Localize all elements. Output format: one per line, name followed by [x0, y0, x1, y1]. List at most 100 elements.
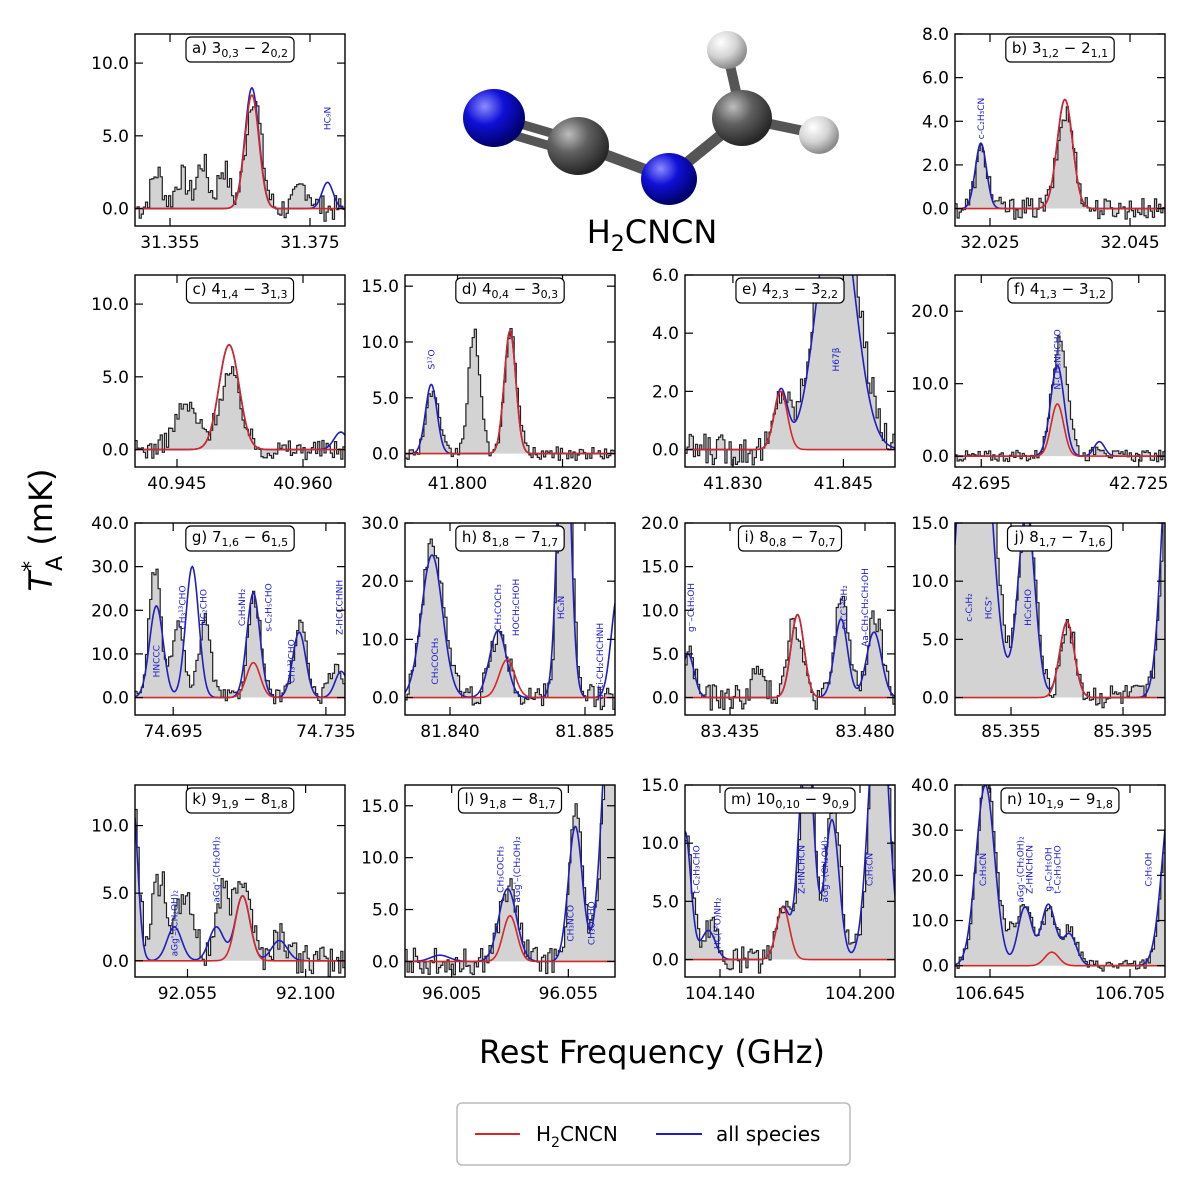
panel-e-transition-label: e) 42,3 − 32,2: [735, 277, 845, 304]
panel-m-all-species-model: [685, 785, 895, 961]
panel-g-xtick-label: 74.695: [143, 722, 202, 742]
panel-k-ytick-label: 0.0: [102, 952, 129, 972]
panel-i: g⁻–C₂H₅OH c-CC¹³CH₂ Aa-CH₃CH₂CH₂OH 0.0 5.0 10…: [641, 514, 896, 742]
panel-b-plot-area: c-C₂H₃CN: [955, 98, 1165, 220]
panel-a-ytick-label: 0.0: [102, 200, 129, 220]
panel-m-observed-spectrum: [685, 785, 895, 974]
panel-d: S¹⁷O 0.0 5.0 10.0 15.0 41.800 41.820 d) 40,4 − …: [361, 274, 616, 494]
panel-m-annotation-2: Z-HNCHCN: [798, 845, 808, 894]
panel-g: HNCCC CH₃¹³CHO HC₂CHO C₂H₃NH₂ s-C₂H₅CHO CH₃¹³…: [91, 514, 356, 742]
panel-m-plot-area: t–C₂H₃CHO HC(¹⁸O)NH₂ Z-HNCHCN aGg'–(CH₂OH)₂…: [685, 785, 895, 974]
panel-d-xtick-label: 41.820: [533, 474, 592, 494]
legend-box: [456, 1102, 851, 1166]
panel-h: CH₃COCH₃ CH₃COCH₃ HOCH₂CHOH HC₃N anti-CH₂CHC…: [361, 514, 616, 742]
panel-k-xtick-label: 92.100: [276, 984, 335, 1004]
panel-b-ytick-label: 8.0: [922, 25, 949, 45]
panel-a-plot-area: HC₉N: [135, 86, 345, 222]
panel-m-observed-fill: [685, 785, 895, 973]
panel-i-annotation-2: Aa-CH₃CH₂CH₂OH: [861, 568, 871, 647]
panel-d-transition-label: d) 40,4 − 30,3: [455, 277, 565, 304]
panel-n-xtick-label: 106.645: [955, 984, 1025, 1004]
panel-h-plot-area: CH₃COCH₃ CH₃COCH₃ HOCH₂CHOH HC₃N anti-CH₂CHC…: [405, 523, 615, 711]
panel-f-xtick-label: 42.695: [952, 474, 1011, 494]
panel-f-h2cncn-model: [955, 403, 1165, 457]
panel-j-annotation-2: HC₂CHO: [1024, 589, 1034, 626]
svg-text:b) 31,2 − 21,1: b) 31,2 − 21,1: [1012, 39, 1108, 60]
svg-text:j) 81,7 − 71,6: j) 81,7 − 71,6: [1014, 528, 1106, 549]
panel-c-h2cncn-model: [135, 344, 345, 451]
svg-text:n) 101,9 − 91,8: n) 101,9 − 91,8: [1007, 790, 1113, 811]
panel-g-frame: [134, 522, 346, 716]
panel-e-ytick-label: 4.0: [652, 324, 679, 344]
panel-i-transition-label: i) 80,8 − 70,7: [737, 525, 843, 552]
panel-c-xtick-label: 40.960: [273, 474, 332, 494]
panel-b: c-C₂H₃CN 0.0 2.0 4.0 6.0 8.0 32.025 32.045 b) 31…: [922, 25, 1166, 253]
svg-text:c) 41,4 − 31,3: c) 41,4 − 31,3: [192, 280, 287, 301]
panel-d-annotation-0: S¹⁷O: [427, 349, 437, 369]
svg-text:h) 81,8 − 71,7: h) 81,8 − 71,7: [462, 528, 558, 549]
panel-g-ytick-label: 20.0: [91, 601, 129, 621]
panel-m-ytick-label: 15.0: [641, 776, 679, 796]
panel-g-plot-area: HNCCC CH₃¹³CHO HC₂CHO C₂H₃NH₂ s-C₂H₅CHO CH₃¹³…: [135, 565, 345, 705]
panel-b-ytick-label: 0.0: [922, 200, 949, 220]
panel-g-annotation-3: C₂H₃NH₂: [238, 588, 248, 626]
panel-c-ytick-label: 10.0: [91, 295, 129, 315]
panel-n: C₂H₃CN aGg'–(CH₂OH)₂ Z-HNCHCN g–C₂H₅OH t–C₂H…: [911, 776, 1166, 1004]
panel-f-plot-area: N-CH₃NHCHO: [955, 329, 1165, 463]
panel-e-xtick-label: 41.845: [814, 474, 873, 494]
panel-k: aGg'–(CH₂OH)₂ aGg'–(CH₂OH)₂ 0.0 5.0 10.0 92.0…: [91, 784, 346, 1004]
panel-a-h2cncn-model: [135, 94, 345, 210]
panel-d-frame: [404, 274, 616, 468]
panel-g-ytick-label: 40.0: [91, 514, 129, 534]
panel-d-ytick-label: 10.0: [361, 333, 399, 353]
atom-nitrogen-central: [641, 153, 697, 205]
panel-m-transition-label: m) 100,10 − 90,9: [724, 787, 856, 814]
svg-text:a) 30,3 − 20,2: a) 30,3 − 20,2: [192, 39, 288, 60]
panel-e-ytick-label: 2.0: [652, 382, 679, 402]
panel-n-annotation-2: Z-HNCHCN: [1026, 845, 1036, 894]
molecule-label: H2CNCN: [587, 213, 718, 257]
panel-n-ytick-label: 0.0: [922, 957, 949, 977]
panel-d-xtick-label: 41.800: [428, 474, 487, 494]
panel-b-h2cncn-model: [955, 98, 1165, 210]
panel-k-transition-label: k) 91,9 − 81,8: [185, 787, 295, 814]
panel-m-ytick-label: 0.0: [652, 951, 679, 971]
panel-h-observed-spectrum: [405, 523, 615, 711]
panel-i-ytick-label: 15.0: [641, 558, 679, 578]
panel-e-h2cncn-model: [685, 390, 895, 451]
atom-hydrogen-1: [707, 31, 747, 69]
panel-i-xtick-label: 83.480: [835, 722, 894, 742]
panel-c-transition-label: c) 41,4 − 31,3: [185, 277, 295, 304]
panel-h-ytick-label: 30.0: [361, 514, 399, 534]
legend-label-all-species: all species: [716, 1122, 820, 1146]
panel-h-h2cncn-model: [405, 658, 615, 699]
panel-c-xtick-label: 40.945: [147, 474, 206, 494]
panel-i-h2cncn-model: [685, 613, 895, 699]
panel-m-frame: [684, 784, 896, 978]
panel-h-annotation-4: anti-CH₂CHCHNH: [596, 623, 606, 700]
panel-n-xtick-label: 106.705: [1095, 984, 1165, 1004]
panel-g-all-species-model: [135, 565, 345, 699]
panel-k-observed-fill: [135, 809, 345, 977]
panel-g-h2cncn-model: [135, 661, 345, 699]
panel-d-h2cncn-model: [405, 329, 615, 455]
panel-g-annotation-1: CH₃¹³CHO: [179, 585, 189, 629]
panel-a-xtick-label: 31.375: [280, 233, 339, 253]
panel-l-ytick-label: 5.0: [372, 901, 399, 921]
panel-l-ytick-label: 10.0: [361, 849, 399, 869]
panel-b-frame: [954, 33, 1166, 227]
panel-l-annotation-2: CH₃NCO: [567, 905, 577, 942]
panel-b-observed-spectrum: [955, 106, 1165, 220]
panel-i-ytick-label: 10.0: [641, 601, 679, 621]
panel-c-ytick-label: 0.0: [102, 441, 129, 461]
panel-l-frame: [404, 784, 616, 978]
panel-d-plot-area: S¹⁷O: [405, 328, 615, 461]
panel-k-annotation-0: aGg'–(CH₂OH)₂: [170, 890, 180, 957]
svg-text:g) 71,6 − 61,5: g) 71,6 − 61,5: [192, 528, 288, 549]
panel-k-annotation-1: aGg'–(CH₂OH)₂: [212, 836, 222, 903]
panel-n-h2cncn-model: [955, 951, 1165, 967]
panel-i-xtick-label: 83.435: [700, 722, 759, 742]
panel-d-ytick-label: 5.0: [372, 389, 399, 409]
panel-f-xtick-label: 42.725: [1109, 474, 1168, 494]
